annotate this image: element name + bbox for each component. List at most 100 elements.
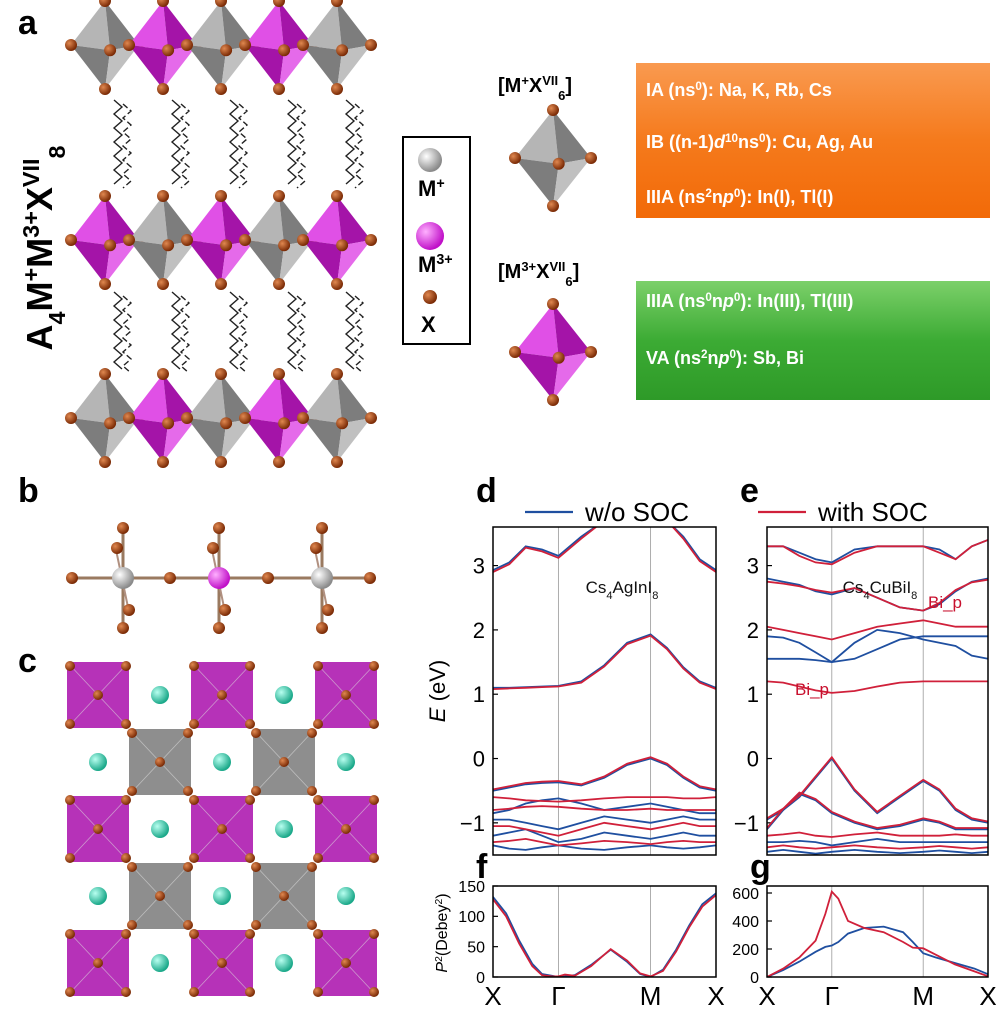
atom [262, 572, 274, 584]
organic-chain [170, 99, 182, 185]
organic-chain [286, 291, 298, 370]
octahedron-face [245, 418, 285, 462]
text-run: [M [498, 261, 521, 283]
text-run: 2 [434, 956, 445, 962]
atom [239, 412, 251, 424]
text-run: p [718, 348, 730, 368]
octahedron-face [303, 45, 343, 89]
octahedron-face [515, 352, 559, 400]
text-run: ): Na, K, Rb, Cs [702, 80, 832, 100]
atom [65, 719, 75, 729]
atom [123, 412, 135, 424]
y-tick-label: 150 [458, 879, 485, 896]
atom [65, 661, 75, 671]
y-tick-label: 1 [747, 682, 759, 707]
octahedron-face [163, 418, 197, 462]
text-run: 10 [725, 132, 739, 145]
octahedron-face [303, 1, 343, 51]
octahedron-face [221, 240, 255, 284]
band-line [767, 925, 988, 977]
atom [157, 83, 169, 95]
atom [273, 278, 285, 290]
atom [217, 690, 227, 700]
atom [183, 920, 193, 930]
atom [183, 786, 193, 796]
atom [331, 190, 343, 202]
atom [341, 690, 351, 700]
atom [155, 757, 165, 767]
band-line [493, 796, 716, 803]
panel-label: c [18, 642, 37, 680]
x-tick-label: M [640, 981, 662, 1011]
y-tick-label: 400 [732, 914, 759, 931]
organic-chain [344, 99, 356, 185]
octahedron-face [129, 374, 169, 424]
octahedron-face [279, 1, 313, 51]
text-run: 4 [863, 590, 869, 602]
text-run: VA (ns [646, 348, 701, 368]
legend-label: M+ [418, 176, 445, 201]
atom [183, 728, 193, 738]
organic-chain [179, 103, 191, 189]
text-run: 0 [759, 132, 766, 145]
text-run: + [18, 268, 44, 282]
y-axis-label: P2(Debey2) [434, 893, 452, 972]
plot-frame [766, 526, 989, 856]
octahedron-face [187, 374, 227, 424]
octahedron-face [279, 374, 313, 424]
organic-chain [121, 295, 133, 374]
octahedron-face [163, 45, 197, 89]
octahedron-face [245, 1, 285, 51]
atom [365, 412, 377, 424]
atom [127, 786, 137, 796]
atom [313, 853, 323, 863]
band-line [493, 892, 716, 977]
atom [89, 887, 107, 905]
panel-label: g [750, 848, 771, 886]
y-tick-label: 2 [747, 618, 759, 643]
atom [297, 234, 309, 246]
atom [127, 728, 137, 738]
atom [369, 929, 379, 939]
text-run: n [712, 187, 723, 207]
atom [189, 929, 199, 939]
text-run: Bi_p [928, 593, 962, 612]
atom [239, 39, 251, 51]
octahedron-label: [M+XVII6] [498, 73, 572, 103]
x-tick-label: Γ [551, 981, 565, 1011]
plot-frame [766, 885, 989, 978]
y-tick-label: 0 [476, 970, 485, 987]
octahedron-face [105, 418, 139, 462]
octahedron-face [105, 45, 139, 89]
atom [307, 920, 317, 930]
band-line [493, 805, 716, 811]
atom [65, 795, 75, 805]
atom [307, 786, 317, 796]
octahedron-face [129, 1, 169, 51]
atom [121, 661, 131, 671]
atom [189, 719, 199, 729]
octahedron-face [221, 1, 255, 51]
band-line [767, 757, 988, 824]
y-tick-label: 50 [467, 939, 485, 956]
octahedron-face [553, 352, 591, 400]
atom [585, 346, 597, 358]
x-tick-label: X [707, 981, 724, 1011]
atom [547, 394, 559, 406]
atom [181, 234, 193, 246]
atom [215, 83, 227, 95]
atom [552, 351, 565, 364]
y-tick-label: 0 [750, 970, 759, 987]
y-axis-label: E (eV) [425, 660, 450, 722]
octahedron-face [221, 418, 255, 462]
atom [369, 795, 379, 805]
text-run: + [436, 176, 444, 192]
atom [112, 567, 134, 589]
atom [215, 278, 227, 290]
atom [365, 39, 377, 51]
orange-box [636, 63, 990, 218]
text-run: ] [565, 75, 572, 97]
organic-chain [121, 103, 133, 189]
atom [220, 44, 233, 57]
